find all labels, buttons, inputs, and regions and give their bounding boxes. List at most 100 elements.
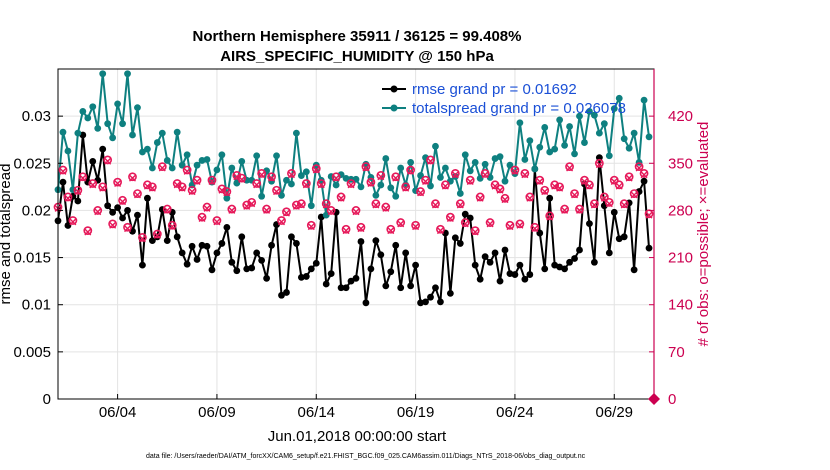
point-evaluated [84, 228, 92, 236]
point-possible [396, 218, 406, 227]
point-possible [152, 229, 162, 239]
point-evaluated [153, 231, 161, 239]
point-possible [88, 179, 98, 188]
point-totalspread [432, 142, 439, 150]
point-totalspread [630, 129, 638, 137]
point-rmse [362, 299, 370, 307]
point-evaluated [297, 201, 305, 209]
point-evaluated [615, 182, 623, 190]
point-totalspread [625, 144, 633, 152]
point-possible [371, 199, 381, 209]
point-evaluated [94, 208, 102, 216]
x-tick-label: 06/09 [198, 404, 236, 421]
grid [58, 69, 654, 400]
point-rmse [605, 249, 613, 257]
point-possible [326, 206, 336, 215]
point-totalspread [640, 96, 648, 104]
point-totalspread [104, 120, 112, 128]
point-totalspread [203, 156, 211, 163]
point-rmse [576, 246, 583, 254]
point-rmse [407, 282, 415, 290]
point-totalspread [536, 143, 544, 151]
point-evaluated [481, 171, 489, 179]
y-tick-label: 0.02 [22, 202, 51, 219]
point-possible [311, 164, 321, 174]
point-rmse [367, 265, 375, 273]
point-evaluated [79, 174, 87, 182]
point-rmse [541, 265, 549, 273]
point-possible [202, 202, 212, 212]
x-axis-label: Jun.01,2018 00:00:00 start [268, 428, 447, 445]
point-rmse [526, 271, 534, 278]
point-possible [247, 197, 257, 207]
point-rmse [283, 289, 290, 296]
point-possible [619, 199, 629, 209]
point-possible [113, 177, 122, 187]
point-evaluated [551, 182, 559, 190]
point-rmse [139, 261, 146, 269]
plot-series [53, 70, 654, 307]
point-evaluated [109, 221, 117, 229]
point-rmse [516, 261, 524, 269]
point-evaluated [600, 194, 608, 202]
point-rmse [501, 246, 509, 254]
point-evaluated [431, 201, 439, 209]
point-evaluated [238, 175, 246, 183]
point-evaluated [536, 177, 544, 185]
y2-tick-label: 350 [668, 155, 693, 172]
point-evaluated [119, 198, 127, 206]
y2-tick-label: 420 [668, 108, 693, 125]
point-evaluated [243, 202, 251, 210]
point-evaluated [74, 188, 82, 196]
point-totalspread [615, 94, 623, 102]
point-totalspread [168, 164, 176, 172]
x-tick-label: 06/29 [595, 404, 633, 421]
point-possible [73, 185, 83, 195]
chart-title: Northern Hemisphere 35911 / 36125 = 99.4… [193, 28, 522, 45]
point-evaluated [585, 182, 593, 190]
point-totalspread [148, 164, 156, 172]
point-evaluated [521, 171, 529, 179]
point-evaluated [620, 201, 628, 209]
point-totalspread [561, 141, 568, 149]
point-possible [331, 172, 341, 182]
point-totalspread [114, 100, 121, 108]
point-evaluated [273, 188, 281, 196]
point-totalspread [228, 164, 236, 172]
point-totalspread [74, 129, 82, 137]
legend-marker-rmse [390, 85, 398, 93]
point-evaluated [625, 174, 633, 182]
point-possible [510, 165, 520, 175]
point-possible [594, 158, 604, 168]
point-totalspread [322, 211, 330, 219]
point-totalspread [278, 191, 285, 199]
point-rmse [134, 211, 141, 219]
point-possible [629, 189, 639, 198]
point-totalspread [610, 105, 618, 112]
point-evaluated [377, 173, 385, 181]
point-evaluated [223, 189, 231, 197]
plot-frame [57, 68, 655, 400]
point-totalspread [387, 184, 395, 192]
point-rmse [521, 275, 529, 283]
point-rmse [377, 251, 385, 259]
point-totalspread [531, 165, 539, 173]
point-totalspread [178, 161, 186, 169]
point-possible [301, 179, 311, 188]
point-possible [98, 182, 108, 192]
point-rmse [451, 234, 459, 242]
point-possible [306, 220, 316, 230]
point-totalspread [173, 128, 181, 136]
point-rmse [213, 249, 221, 257]
point-possible [167, 220, 177, 230]
point-possible [162, 204, 172, 214]
point-evaluated [590, 201, 598, 209]
y2-tick-label: 70 [668, 344, 685, 361]
point-evaluated [104, 157, 112, 165]
point-evaluated [352, 208, 360, 216]
point-totalspread [183, 151, 191, 159]
point-totalspread [94, 124, 102, 132]
point-rmse [312, 259, 320, 267]
point-totalspread [620, 135, 628, 143]
